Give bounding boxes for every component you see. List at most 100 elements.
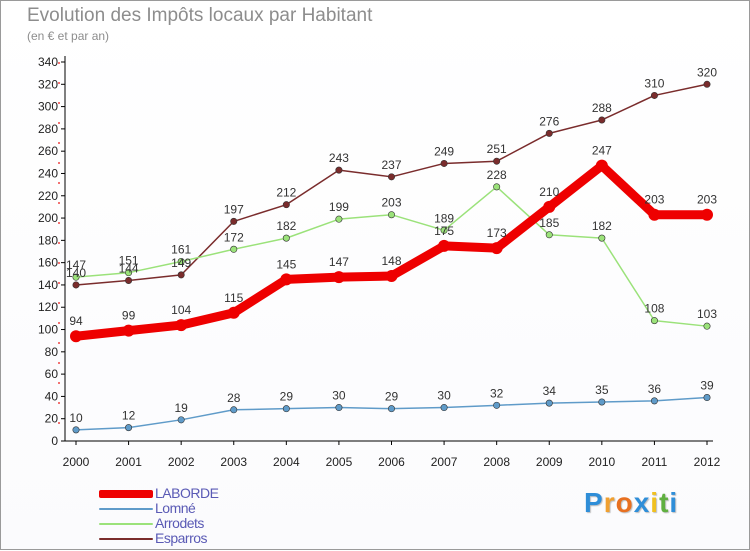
y-tick-label: 260 (38, 144, 58, 158)
data-label: 175 (434, 224, 454, 238)
data-point (70, 330, 82, 343)
data-label: 30 (437, 389, 451, 403)
data-label: 94 (69, 314, 83, 328)
data-label: 28 (227, 391, 241, 405)
data-point (440, 159, 448, 167)
data-point (125, 424, 133, 432)
logo-letter: P (584, 487, 604, 518)
data-point (545, 231, 553, 239)
data-label: 19 (174, 401, 188, 415)
data-label: 149 (171, 256, 191, 270)
y-tick-label: 20 (45, 412, 59, 426)
data-label: 29 (280, 390, 294, 404)
data-point (650, 91, 658, 99)
legend-label: Esparros (155, 530, 208, 546)
legend-label: LABORDE (155, 485, 219, 501)
data-label: 35 (595, 383, 609, 397)
y-tick-label: 180 (38, 233, 58, 247)
data-point (703, 322, 711, 330)
x-tick-label: 2006 (378, 455, 405, 469)
data-point (543, 200, 556, 213)
y-tick-label: 60 (45, 367, 59, 381)
y-tick-label: 300 (38, 100, 58, 114)
x-tick-label: 2001 (115, 455, 142, 469)
y-tick-label: 80 (45, 345, 59, 359)
data-label: 249 (434, 144, 454, 158)
data-point (230, 245, 238, 253)
data-label: 182 (592, 219, 612, 233)
data-label: 34 (543, 384, 557, 398)
data-point (545, 129, 553, 137)
data-point (72, 426, 80, 434)
legend-swatch (99, 508, 153, 510)
legend-label: Arrodets (155, 515, 204, 531)
data-point (701, 208, 713, 221)
y-tick-label: 100 (38, 323, 58, 337)
series-laborde (70, 159, 713, 343)
data-point (703, 80, 711, 88)
data-label: 182 (276, 219, 296, 233)
data-label: 148 (381, 254, 401, 268)
y-tick-label: 120 (38, 300, 58, 314)
logo-letter: r (603, 487, 616, 518)
data-point (72, 273, 80, 281)
logo-letter: x (633, 487, 651, 518)
legend-swatch (99, 523, 153, 525)
y-tick-label: 140 (38, 278, 58, 292)
y-tick-label: 240 (38, 166, 58, 180)
x-tick-label: 2009 (536, 455, 563, 469)
data-label: 310 (644, 76, 664, 90)
data-label: 115 (224, 291, 243, 305)
data-point (177, 258, 185, 266)
data-point (230, 217, 238, 225)
data-point (648, 208, 661, 221)
data-label: 203 (381, 196, 401, 210)
x-tick-label: 2000 (63, 455, 90, 469)
data-point (598, 234, 606, 242)
legend-label: Lomné (155, 500, 196, 516)
data-label: 210 (539, 185, 559, 199)
data-label: 197 (224, 202, 244, 216)
data-point (230, 406, 238, 414)
data-label: 161 (171, 243, 191, 257)
data-label: 172 (224, 230, 244, 244)
data-point (125, 276, 133, 284)
data-point (440, 226, 448, 234)
data-point (122, 324, 135, 337)
x-tick-label: 2005 (326, 455, 353, 469)
data-point (650, 317, 658, 325)
data-point (387, 405, 395, 413)
series-esparros (72, 80, 711, 289)
y-tick-label: 160 (38, 256, 58, 270)
data-point (72, 281, 80, 289)
data-label: 29 (385, 390, 399, 404)
x-tick-label: 2002 (168, 455, 195, 469)
data-point (493, 401, 501, 409)
data-point (598, 116, 606, 124)
data-label: 30 (332, 389, 346, 403)
data-point (282, 201, 290, 209)
data-label: 36 (648, 382, 662, 396)
data-label: 228 (487, 168, 507, 182)
x-tick-label: 2011 (642, 455, 668, 469)
data-label: 99 (122, 309, 136, 323)
data-label: 199 (329, 200, 349, 214)
data-label: 288 (592, 101, 612, 115)
data-label: 173 (487, 226, 507, 240)
data-point (227, 306, 240, 319)
logo-letter: i (669, 487, 679, 518)
data-label: 103 (697, 307, 717, 321)
data-point (335, 166, 343, 174)
data-point (177, 271, 185, 279)
x-tick-label: 2010 (588, 455, 615, 469)
data-label: 151 (119, 254, 139, 268)
logo-letter: t (659, 487, 670, 518)
data-label: 247 (592, 144, 612, 158)
logo-letter: o (615, 487, 634, 518)
data-point (385, 270, 398, 283)
y-tick-label: 40 (45, 389, 59, 403)
data-point (125, 269, 133, 277)
legend-swatch (99, 538, 153, 540)
proxiti-logo: Proxiti (584, 487, 678, 519)
